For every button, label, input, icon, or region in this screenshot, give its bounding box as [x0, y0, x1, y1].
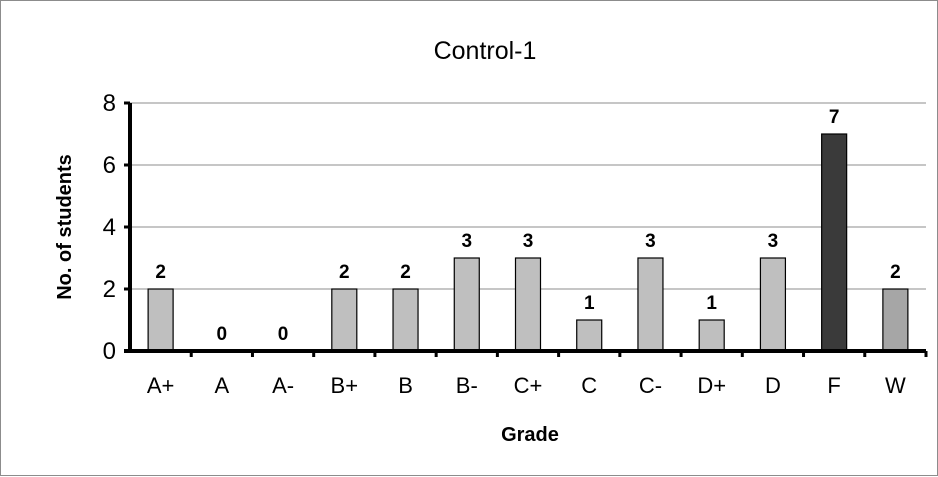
data-label-B-: 3 — [461, 231, 472, 252]
x-tick-label-B-: B- — [456, 373, 478, 398]
x-tick-label-A+: A+ — [147, 373, 175, 398]
chart-title: Control-1 — [434, 37, 537, 65]
data-label-C+: 3 — [523, 231, 534, 252]
axes: 0 2 4 6 8 A+ A A- B+ B B- C+ C C- D+ D F W — [103, 90, 928, 398]
bar-W — [882, 288, 909, 352]
x-tick-label-C-: C- — [639, 373, 662, 398]
data-label-D: 3 — [768, 231, 779, 252]
data-label-C: 1 — [584, 293, 595, 314]
x-tick-label-B: B — [398, 373, 413, 398]
bar-D — [759, 257, 787, 352]
data-label-F: 7 — [829, 107, 840, 128]
x-tick-label-C+: C+ — [514, 373, 543, 398]
data-label-C-: 3 — [645, 231, 656, 252]
x-tick-label-F: F — [827, 373, 840, 398]
x-tick-label-W: W — [885, 373, 906, 398]
bar-F — [821, 133, 848, 352]
data-label-A+: 2 — [155, 262, 166, 283]
x-tick-label-D+: D+ — [697, 373, 726, 398]
y-tick-label-2: 2 — [103, 276, 116, 303]
bar-B — [392, 288, 419, 352]
data-label-W: 2 — [890, 262, 901, 283]
bar-C- — [637, 257, 664, 352]
bar-B- — [453, 257, 480, 352]
data-label-A-: 0 — [278, 324, 289, 345]
y-tick-label-8: 8 — [103, 90, 116, 117]
y-tick-label-0: 0 — [103, 338, 116, 365]
bar-C — [576, 319, 603, 352]
x-tick-label-B+: B+ — [331, 373, 359, 398]
y-axis-title: No. of students — [54, 154, 76, 300]
bar-C+ — [514, 257, 542, 352]
data-label-D+: 1 — [706, 293, 717, 314]
x-axis-title: Grade — [501, 424, 559, 446]
bar-A+ — [147, 288, 174, 352]
x-tick-label-C: C — [581, 373, 597, 398]
y-tick-label-6: 6 — [103, 152, 116, 179]
x-tick-label-D: D — [765, 373, 781, 398]
data-label-B+: 2 — [339, 262, 350, 283]
data-labels: 2 0 0 2 2 3 3 1 3 1 3 7 2 — [155, 107, 900, 345]
data-label-A: 0 — [217, 324, 228, 345]
bar-D+ — [698, 319, 725, 352]
x-tick-label-A: A — [215, 373, 230, 398]
data-label-B: 2 — [400, 262, 411, 283]
y-tick-label-4: 4 — [103, 214, 116, 241]
bar-B+ — [331, 288, 358, 352]
x-tick-label-A-: A- — [272, 373, 294, 398]
